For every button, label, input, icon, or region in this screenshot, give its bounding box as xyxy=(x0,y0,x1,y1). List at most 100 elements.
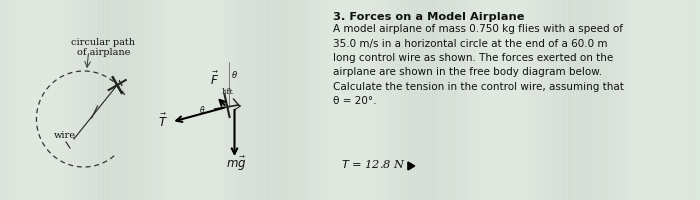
Bar xyxy=(360,0,363,200)
Bar xyxy=(92,0,94,200)
Bar xyxy=(576,0,580,200)
Bar xyxy=(68,0,71,200)
Bar xyxy=(351,0,355,200)
Bar xyxy=(659,0,662,200)
Bar xyxy=(464,0,467,200)
Bar xyxy=(484,0,488,200)
Bar xyxy=(198,0,201,200)
Bar xyxy=(9,0,12,200)
Bar xyxy=(59,0,62,200)
Bar xyxy=(322,0,325,200)
Bar xyxy=(514,0,517,200)
Bar xyxy=(358,0,360,200)
Bar xyxy=(337,0,340,200)
Bar xyxy=(284,0,287,200)
Bar xyxy=(553,0,556,200)
Bar xyxy=(674,0,677,200)
Bar xyxy=(154,0,157,200)
Bar xyxy=(491,0,494,200)
Bar xyxy=(260,0,263,200)
Text: long control wire as shown. The forces exerted on the: long control wire as shown. The forces e… xyxy=(333,53,613,63)
Bar xyxy=(80,0,83,200)
Bar xyxy=(609,0,612,200)
Bar xyxy=(396,0,399,200)
Bar xyxy=(346,0,349,200)
Bar xyxy=(633,0,636,200)
Bar xyxy=(367,0,370,200)
Bar xyxy=(680,0,682,200)
Bar xyxy=(508,0,511,200)
Bar xyxy=(189,0,192,200)
Bar xyxy=(183,0,186,200)
Text: airplane are shown in the free body diagram below.: airplane are shown in the free body diag… xyxy=(333,67,602,77)
Bar xyxy=(615,0,618,200)
Bar xyxy=(520,0,523,200)
Bar xyxy=(207,0,210,200)
Bar xyxy=(689,0,692,200)
Bar xyxy=(213,0,216,200)
Bar xyxy=(390,0,393,200)
Bar xyxy=(328,0,331,200)
Bar xyxy=(314,0,316,200)
Bar xyxy=(32,0,36,200)
Bar xyxy=(393,0,396,200)
Text: $m\vec{g}$: $m\vec{g}$ xyxy=(226,154,246,172)
Bar xyxy=(682,0,686,200)
Bar xyxy=(204,0,207,200)
Bar xyxy=(440,0,443,200)
Bar xyxy=(18,0,21,200)
Bar xyxy=(248,0,251,200)
Bar xyxy=(626,0,629,200)
Bar xyxy=(112,0,116,200)
Bar xyxy=(526,0,529,200)
Bar xyxy=(177,0,181,200)
Bar xyxy=(218,0,222,200)
Bar xyxy=(269,0,272,200)
Bar xyxy=(172,0,174,200)
Bar xyxy=(349,0,351,200)
Bar xyxy=(169,0,172,200)
Bar xyxy=(186,0,189,200)
Bar xyxy=(541,0,544,200)
Bar xyxy=(435,0,438,200)
Bar xyxy=(118,0,121,200)
Bar xyxy=(222,0,225,200)
Bar xyxy=(48,0,50,200)
Bar xyxy=(234,0,237,200)
Bar xyxy=(585,0,588,200)
Bar xyxy=(641,0,645,200)
Text: lift: lift xyxy=(222,88,234,96)
Bar xyxy=(106,0,109,200)
Bar xyxy=(104,0,106,200)
Bar xyxy=(29,0,32,200)
Bar xyxy=(355,0,358,200)
Bar xyxy=(275,0,278,200)
Text: $\vec{T}$: $\vec{T}$ xyxy=(158,112,167,129)
Bar xyxy=(201,0,204,200)
Bar xyxy=(3,0,6,200)
Bar xyxy=(83,0,85,200)
Bar xyxy=(160,0,162,200)
Bar xyxy=(133,0,136,200)
Bar xyxy=(582,0,585,200)
Bar xyxy=(618,0,621,200)
Bar xyxy=(302,0,304,200)
Bar xyxy=(556,0,559,200)
Bar xyxy=(6,0,9,200)
Bar xyxy=(447,0,449,200)
Bar xyxy=(293,0,295,200)
Bar xyxy=(414,0,416,200)
Bar xyxy=(124,0,127,200)
Bar xyxy=(65,0,68,200)
Bar xyxy=(148,0,150,200)
Bar xyxy=(650,0,653,200)
Bar xyxy=(41,0,44,200)
Bar xyxy=(455,0,458,200)
Bar xyxy=(145,0,148,200)
Bar xyxy=(307,0,310,200)
Bar xyxy=(600,0,603,200)
Bar xyxy=(242,0,245,200)
Text: 3. Forces on a Model Airplane: 3. Forces on a Model Airplane xyxy=(333,12,524,22)
Bar xyxy=(580,0,582,200)
Bar xyxy=(210,0,213,200)
